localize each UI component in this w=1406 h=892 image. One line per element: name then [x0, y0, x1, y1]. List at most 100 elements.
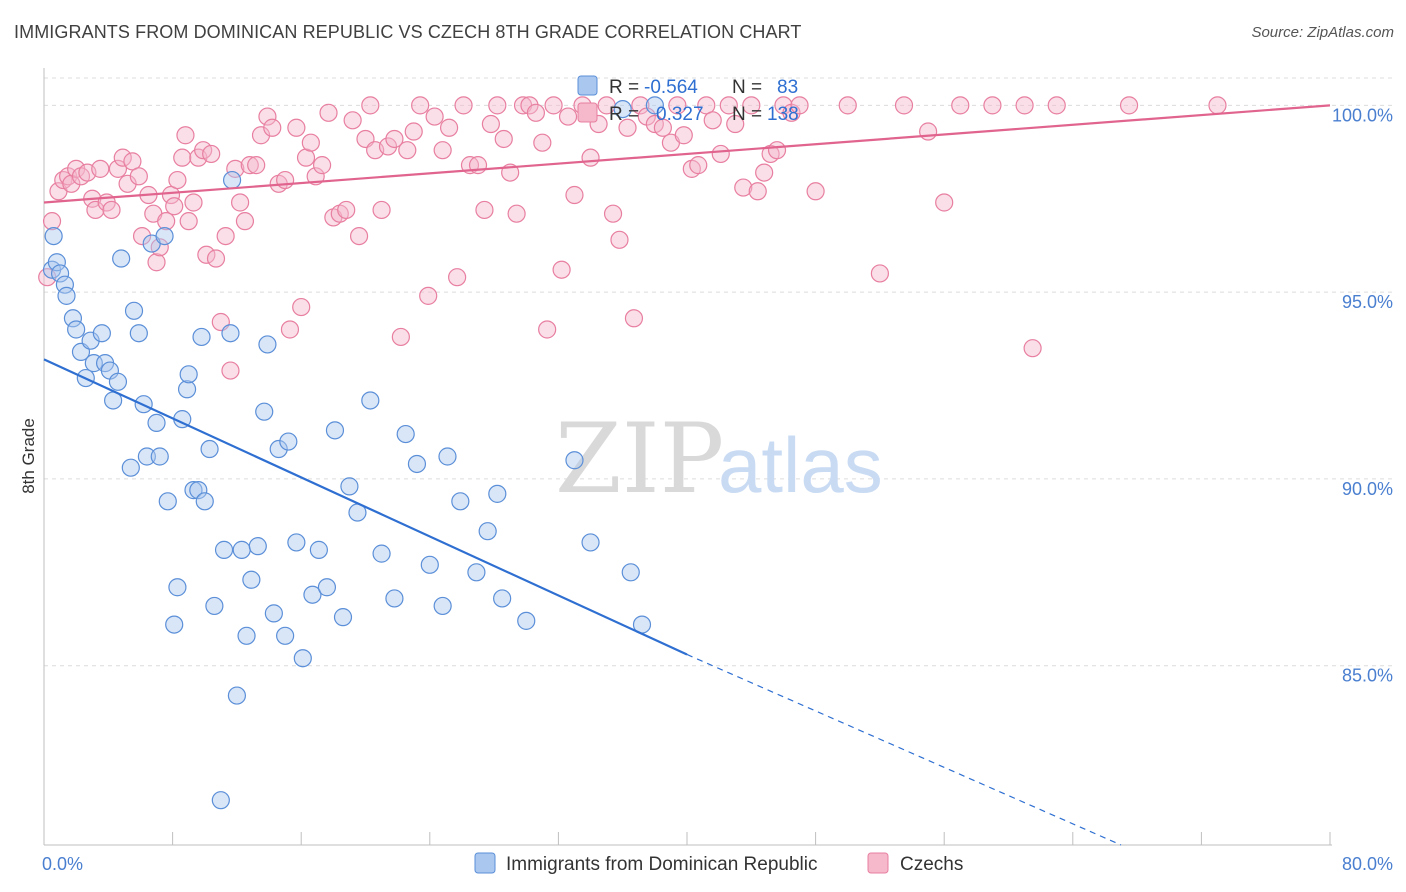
czechs-point-112 — [689, 156, 708, 175]
czechs-point-19 — [132, 227, 152, 246]
czechs-point-103 — [624, 309, 644, 328]
trend-lines — [43, 104, 1331, 846]
czechs-point-84 — [494, 129, 513, 149]
dominican-point-3 — [50, 264, 70, 283]
czechs-point-47 — [263, 118, 282, 137]
czechs-point-74 — [425, 107, 444, 126]
watermark-atlas: atlas — [718, 421, 883, 509]
czechs-point-24 — [157, 212, 176, 231]
czechs-point-73 — [419, 286, 438, 305]
czechs-point-107 — [653, 118, 672, 137]
x-tick-label-max: 80.0% — [1342, 854, 1393, 874]
czechs-point-113 — [697, 96, 716, 115]
dominican-point-51 — [269, 439, 288, 459]
czechs-point-93 — [552, 260, 571, 279]
legend-n-label-czechs: N = — [732, 104, 762, 125]
czechs-point-138 — [1119, 96, 1139, 115]
dominican-point-75 — [493, 589, 512, 608]
dominican-point-7 — [67, 320, 86, 339]
legend-swatch-czechs — [577, 102, 598, 123]
dominican-point-60 — [333, 608, 353, 627]
dominican-point-38 — [205, 596, 224, 616]
czechs-point-41 — [231, 193, 250, 212]
dominican-point-32 — [179, 365, 198, 384]
czechs-point-42 — [235, 212, 255, 231]
dominican-trend-extension — [686, 653, 1122, 846]
czechs-point-68 — [385, 129, 404, 149]
dominican-point-43 — [227, 686, 246, 705]
czechs-point-94 — [558, 107, 578, 126]
czechs-point-57 — [319, 103, 338, 122]
bottom-legend-label-dominican: Immigrants from Dominican Republic — [506, 854, 818, 875]
czechs-point-1 — [42, 212, 62, 231]
legend-r-value-czechs: 0.327 — [656, 104, 704, 125]
czechs-point-82 — [481, 114, 500, 134]
dominican-point-22 — [137, 447, 156, 466]
dominican-point-52 — [276, 626, 295, 645]
czechs-point-28 — [173, 148, 192, 167]
czechs-point-75 — [433, 141, 452, 160]
czechs-point-17 — [123, 152, 142, 171]
x-tick-label-min: 0.0% — [42, 854, 83, 874]
legend-r-label-czechs: R = — [609, 104, 639, 125]
czechs-point-51 — [287, 118, 306, 137]
dominican-point-42 — [222, 170, 242, 190]
czechs-point-46 — [258, 107, 277, 126]
dominican-points — [42, 96, 664, 810]
dominican-point-16 — [108, 372, 128, 391]
czechs-point-52 — [292, 297, 311, 317]
czechs-point-27 — [168, 170, 187, 190]
dominican-point-49 — [258, 335, 277, 354]
dominican-point-64 — [372, 544, 391, 563]
czechs-point-83 — [488, 96, 507, 115]
dominican-point-12 — [92, 324, 111, 343]
czechs-point-89 — [526, 103, 545, 122]
czechs-point-100 — [603, 204, 623, 223]
dominican-point-77 — [565, 451, 584, 470]
czechs-point-97 — [581, 148, 600, 167]
czechs-trend-line — [43, 104, 1331, 204]
dominican-point-35 — [192, 327, 211, 347]
y-tick-label-90: 90.0% — [1342, 479, 1393, 499]
dominican-point-25 — [150, 447, 169, 466]
dominican-point-78 — [581, 533, 600, 552]
czechs-point-76 — [439, 118, 459, 137]
czechs-point-91 — [538, 320, 557, 339]
czechs-point-130 — [894, 96, 914, 115]
legend-swatch-dominican — [577, 75, 598, 96]
dominican-point-56 — [303, 585, 322, 604]
dominican-point-6 — [63, 309, 83, 328]
czechs-point-133 — [951, 96, 970, 115]
dominican-point-63 — [361, 391, 380, 410]
legend-n-value-dominican: 83 — [777, 77, 798, 98]
czechs-point-38 — [216, 227, 235, 246]
czechs-point-14 — [108, 159, 128, 178]
czechs-point-128 — [838, 96, 857, 115]
dominican-point-59 — [325, 421, 345, 440]
dominican-point-53 — [279, 432, 298, 451]
axes — [43, 68, 1332, 846]
dominican-point-24 — [147, 413, 166, 432]
dominican-point-40 — [214, 540, 234, 559]
dominican-point-65 — [385, 589, 404, 608]
dominican-point-55 — [293, 649, 312, 668]
dominican-point-58 — [317, 578, 337, 597]
czechs-point-139 — [1208, 96, 1227, 115]
dominican-point-19 — [124, 301, 144, 320]
dominican-point-79 — [621, 563, 640, 582]
dominican-point-34 — [189, 481, 208, 500]
czechs-point-104 — [631, 96, 650, 115]
dominican-point-46 — [242, 570, 261, 589]
czechs-point-43 — [240, 156, 259, 175]
dominican-point-41 — [221, 324, 240, 343]
czechs-point-77 — [448, 268, 467, 287]
czechs-point-29 — [176, 126, 195, 145]
czechs-point-69 — [391, 327, 410, 347]
czechs-point-109 — [668, 96, 687, 115]
dominican-point-76 — [517, 611, 536, 630]
czechs-point-22 — [147, 253, 166, 272]
dominican-point-2 — [47, 253, 66, 272]
czechs-point-114 — [703, 111, 722, 130]
dominican-point-48 — [255, 402, 274, 421]
